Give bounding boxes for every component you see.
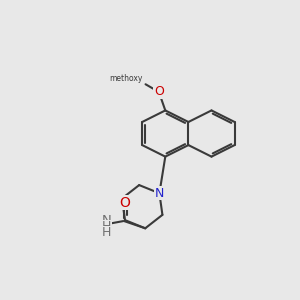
Text: N: N bbox=[101, 214, 111, 227]
Text: N: N bbox=[155, 187, 164, 200]
Text: O: O bbox=[154, 85, 164, 98]
Text: H: H bbox=[101, 226, 111, 239]
Text: O: O bbox=[119, 196, 130, 210]
Text: methoxy: methoxy bbox=[110, 74, 143, 83]
Text: H: H bbox=[101, 220, 111, 233]
